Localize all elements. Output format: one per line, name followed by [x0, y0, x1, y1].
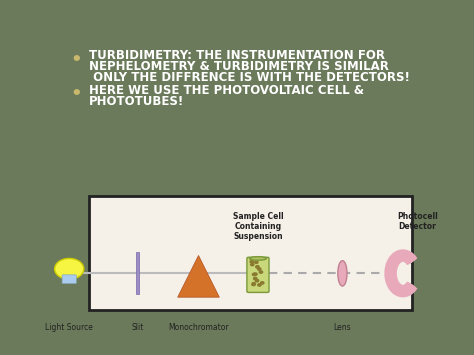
- Text: •: •: [70, 85, 82, 103]
- Bar: [136, 252, 139, 294]
- Circle shape: [257, 268, 261, 270]
- Text: TURBIDIMETRY: THE INSTRUMENTATION FOR: TURBIDIMETRY: THE INSTRUMENTATION FOR: [89, 49, 384, 62]
- Text: Lens: Lens: [334, 323, 351, 332]
- Circle shape: [55, 258, 84, 279]
- Text: Photocell: Photocell: [397, 212, 438, 221]
- Text: PHOTOTUBES!: PHOTOTUBES!: [89, 95, 184, 108]
- Circle shape: [254, 273, 257, 275]
- Text: Detector: Detector: [399, 222, 437, 231]
- Text: ONLY THE DIFFRENCE IS WITH THE DETECTORS!: ONLY THE DIFFRENCE IS WITH THE DETECTORS…: [89, 71, 410, 84]
- FancyBboxPatch shape: [89, 196, 412, 311]
- Circle shape: [250, 261, 254, 263]
- Circle shape: [252, 283, 255, 285]
- FancyBboxPatch shape: [247, 257, 269, 293]
- Text: Sample Cell: Sample Cell: [233, 212, 283, 221]
- Circle shape: [261, 282, 264, 284]
- Polygon shape: [178, 256, 219, 297]
- Circle shape: [255, 266, 259, 268]
- Text: •: •: [70, 51, 82, 69]
- FancyBboxPatch shape: [62, 275, 76, 284]
- Text: HERE WE USE THE PHOTOVOLTAIC CELL &: HERE WE USE THE PHOTOVOLTAIC CELL &: [89, 84, 364, 97]
- Circle shape: [252, 273, 256, 275]
- Ellipse shape: [338, 261, 347, 286]
- Circle shape: [254, 277, 257, 280]
- Circle shape: [255, 279, 259, 282]
- Circle shape: [259, 271, 263, 273]
- Text: Monochromator: Monochromator: [168, 323, 229, 332]
- Ellipse shape: [249, 257, 266, 260]
- Text: Containing: Containing: [235, 222, 282, 231]
- Circle shape: [258, 284, 261, 286]
- Circle shape: [252, 283, 255, 286]
- Text: Slit: Slit: [131, 323, 144, 332]
- Circle shape: [251, 263, 254, 266]
- Text: Light Source: Light Source: [45, 323, 93, 332]
- Text: Suspension: Suspension: [233, 232, 283, 241]
- Text: NEPHELOMETRY & TURBIDIMETRY IS SIMILAR: NEPHELOMETRY & TURBIDIMETRY IS SIMILAR: [89, 60, 389, 73]
- Circle shape: [255, 261, 258, 263]
